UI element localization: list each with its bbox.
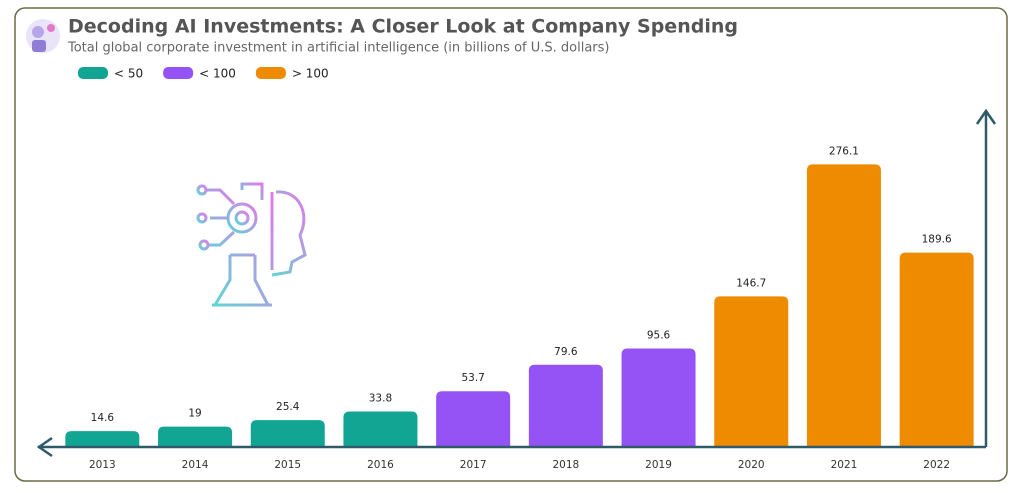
- bar: [806, 164, 881, 447]
- legend: < 50 < 100 > 100: [78, 67, 329, 81]
- x-tick-label: 2018: [552, 459, 579, 471]
- bar: [436, 391, 511, 446]
- x-tick-label: 2019: [645, 459, 672, 471]
- value-label: 79.6: [554, 346, 578, 358]
- logo-icon: [26, 19, 60, 53]
- bar: [899, 252, 974, 446]
- bar: [250, 420, 325, 446]
- y-arrow: [975, 108, 997, 125]
- x-tick-label: 2014: [182, 459, 209, 471]
- x-tick-label: 2022: [923, 459, 950, 471]
- ai-illustration: [196, 182, 307, 307]
- bar: [343, 411, 418, 446]
- legend-label: > 100: [292, 67, 329, 81]
- value-label: 189.6: [922, 234, 952, 246]
- bar: [621, 348, 696, 446]
- legend-swatch: [78, 67, 108, 79]
- value-label: 33.8: [369, 393, 392, 405]
- value-label: 53.7: [461, 372, 484, 384]
- plot: 2013 14.6 2014 19 2015 25.4 2016 33.8 2017 53.7 20…: [65, 145, 974, 471]
- legend-label: < 50: [114, 67, 143, 81]
- x-arrow: [36, 436, 53, 458]
- value-label: 146.7: [736, 277, 766, 289]
- chart-title: Decoding AI Investments: A Closer Look a…: [68, 16, 738, 38]
- legend-swatch: [255, 67, 286, 79]
- value-label: 25.4: [276, 401, 300, 413]
- x-tick-label: 2020: [738, 459, 765, 471]
- x-tick-label: 2015: [274, 459, 301, 471]
- bar: [65, 431, 140, 446]
- bar: [714, 296, 789, 446]
- value-label: 276.1: [829, 145, 859, 157]
- x-tick-label: 2016: [367, 459, 394, 471]
- value-label: 14.6: [91, 412, 115, 424]
- legend-label: < 100: [199, 67, 236, 81]
- axes: [36, 108, 997, 458]
- legend-swatch: [163, 67, 194, 79]
- bar: [158, 426, 233, 446]
- x-tick-label: 2017: [460, 459, 487, 471]
- value-label: 19: [188, 408, 201, 420]
- value-label: 95.6: [647, 329, 671, 341]
- x-tick-label: 2021: [831, 459, 858, 471]
- bar: [528, 364, 603, 446]
- chart-subtitle: Total global corporate investment in art…: [67, 41, 609, 56]
- x-tick-label: 2013: [89, 459, 116, 471]
